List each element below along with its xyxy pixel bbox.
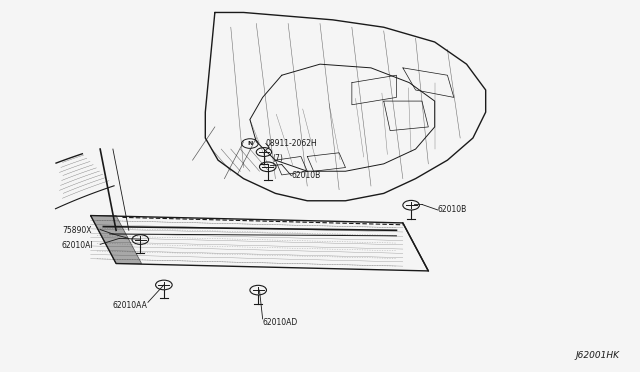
- Text: N: N: [247, 141, 253, 146]
- Text: 62010B: 62010B: [291, 171, 321, 180]
- Text: 08911-2062H: 08911-2062H: [266, 139, 317, 148]
- Text: 62010AA: 62010AA: [113, 301, 148, 311]
- Text: 75890X: 75890X: [62, 226, 92, 235]
- Polygon shape: [91, 215, 141, 263]
- Text: 62010AI: 62010AI: [62, 241, 93, 250]
- Text: (7): (7): [272, 154, 283, 163]
- Text: 62010AD: 62010AD: [262, 318, 298, 327]
- Text: J62001HK: J62001HK: [575, 350, 620, 359]
- Text: 62010B: 62010B: [438, 205, 467, 215]
